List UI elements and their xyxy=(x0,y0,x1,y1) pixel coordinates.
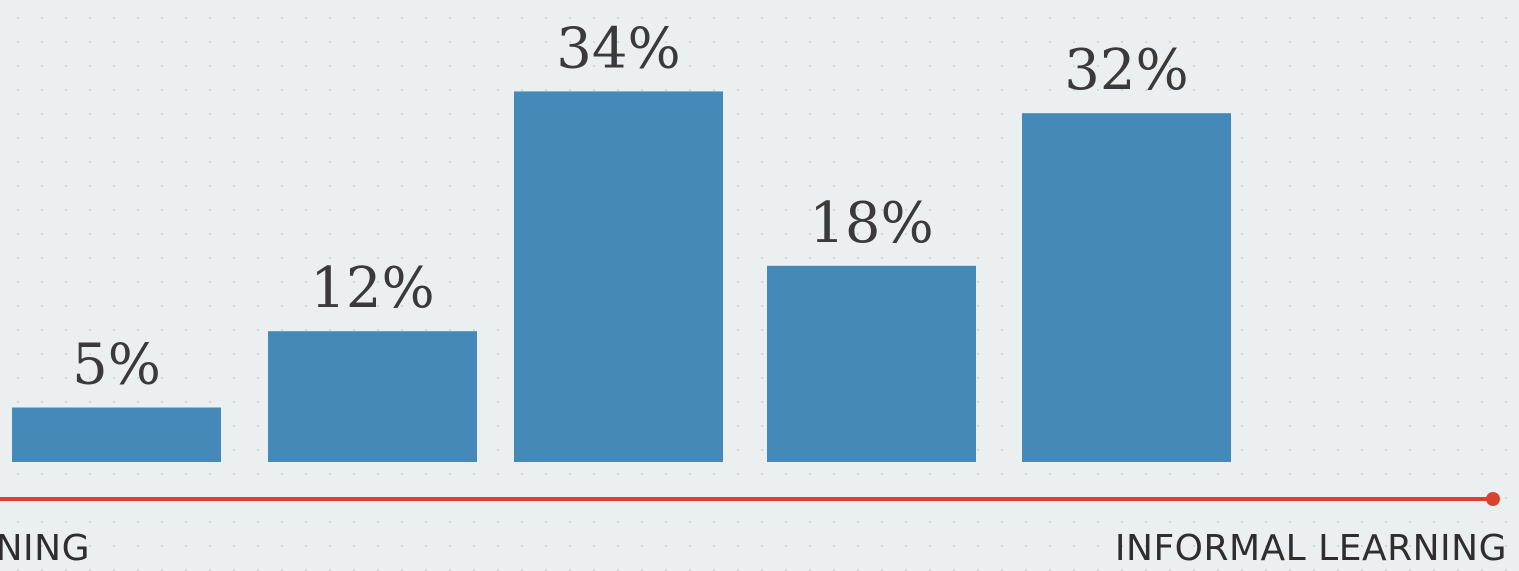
timeline-axis-end-dot xyxy=(1486,492,1500,506)
bar-value-label-3: 34% xyxy=(556,16,680,81)
bar-value-label-5: 32% xyxy=(1064,38,1188,103)
axis-left-label: NING xyxy=(0,528,90,569)
bar-value-label-1: 5% xyxy=(72,333,161,398)
bar-2 xyxy=(268,331,477,462)
bar-4 xyxy=(767,265,976,462)
bar-3 xyxy=(514,91,723,463)
bar-value-label-2: 12% xyxy=(310,256,434,321)
bar-5 xyxy=(1022,113,1231,462)
axis-left-label-clip: NING xyxy=(0,511,120,571)
bar-1 xyxy=(12,407,221,462)
bar-value-label-4: 18% xyxy=(809,191,933,256)
axis-right-label: INFORMAL LEARNING xyxy=(1114,528,1507,569)
